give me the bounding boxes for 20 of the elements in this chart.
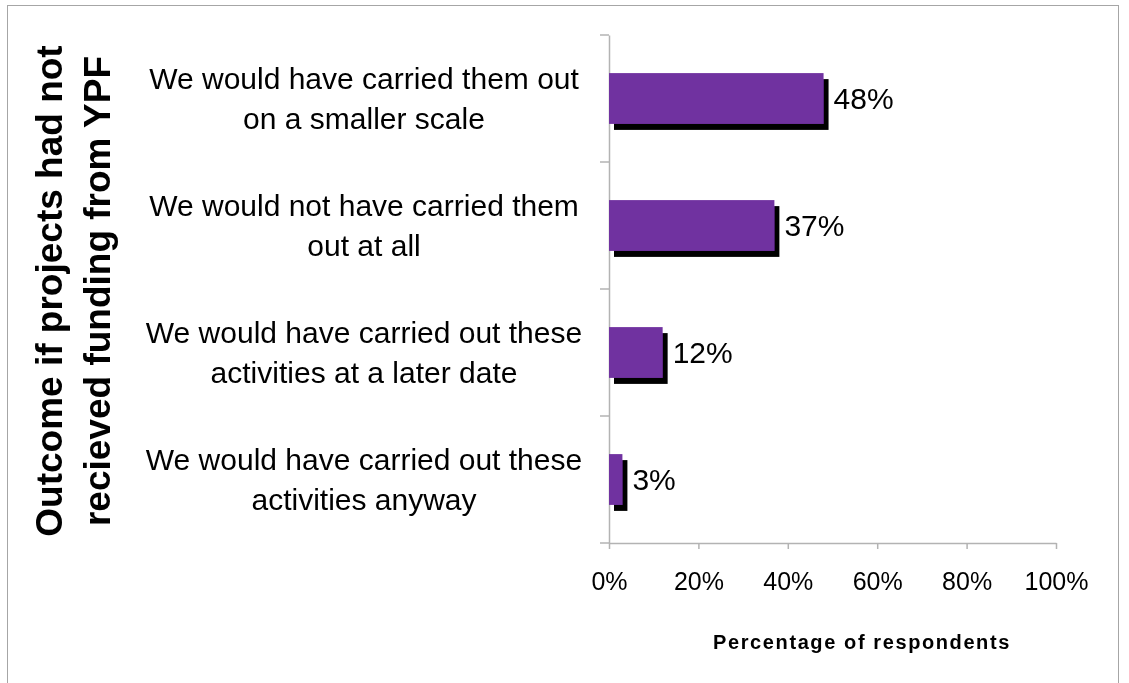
x-tick-label: 60% bbox=[852, 566, 903, 595]
y-axis-title: Outcome if projects had not recieved funding from YPF bbox=[29, 45, 118, 537]
bar bbox=[609, 454, 623, 505]
y-tick-label: We would not have carried them out at all bbox=[149, 189, 579, 262]
y-tick-label: We would have carried out these activities at a later date bbox=[145, 316, 583, 389]
x-tick-label: 0% bbox=[591, 566, 628, 595]
x-tick-label: 40% bbox=[763, 566, 814, 595]
data-label: 37% bbox=[784, 209, 845, 242]
x-tick-label: 80% bbox=[942, 566, 993, 595]
bar bbox=[609, 73, 824, 124]
y-tick-label: We would have carried them out on a smaller scale bbox=[149, 62, 580, 135]
x-tick-label: 100% bbox=[1024, 566, 1089, 595]
y-tick-label: We would have carried out these activities anyway bbox=[145, 443, 583, 516]
bar bbox=[609, 200, 775, 251]
data-label: 3% bbox=[632, 463, 676, 496]
data-label: 12% bbox=[672, 336, 733, 369]
x-axis-title: Percentage of respondents bbox=[713, 631, 1011, 653]
bar bbox=[609, 327, 663, 378]
data-label: 48% bbox=[833, 82, 894, 115]
x-tick-label: 20% bbox=[673, 566, 724, 595]
